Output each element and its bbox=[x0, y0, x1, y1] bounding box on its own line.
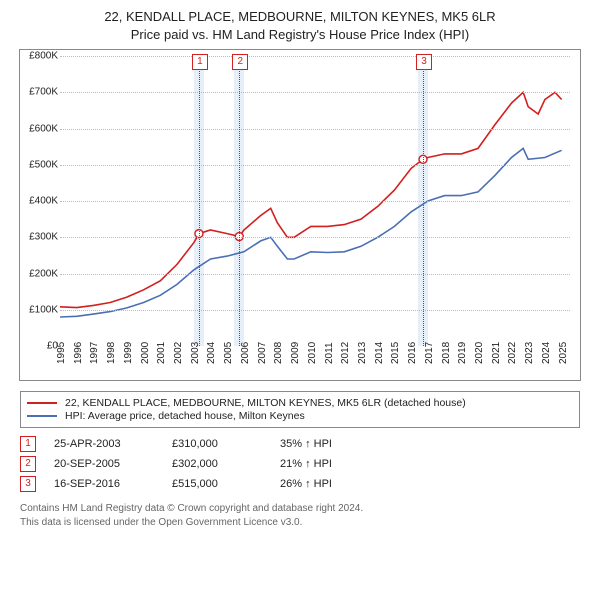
sale-marker: 1 bbox=[192, 54, 208, 70]
legend-swatch bbox=[27, 402, 57, 404]
title-line-2: Price paid vs. HM Land Registry's House … bbox=[10, 26, 590, 44]
legend-label: HPI: Average price, detached house, Milt… bbox=[65, 410, 305, 422]
event-marker: 2 bbox=[20, 456, 36, 472]
x-axis-label: 2000 bbox=[140, 342, 151, 364]
x-axis-label: 2002 bbox=[173, 342, 184, 364]
sale-vline bbox=[239, 56, 240, 346]
y-axis-label: £0 bbox=[20, 341, 58, 352]
x-axis-label: 2017 bbox=[424, 342, 435, 364]
footnote-line-1: Contains HM Land Registry data © Crown c… bbox=[20, 502, 580, 516]
x-axis-label: 2016 bbox=[407, 342, 418, 364]
event-marker: 1 bbox=[20, 436, 36, 452]
y-axis-label: £600K bbox=[20, 123, 58, 134]
y-axis-label: £200K bbox=[20, 268, 58, 279]
x-axis-label: 2021 bbox=[491, 342, 502, 364]
x-axis-label: 2003 bbox=[190, 342, 201, 364]
x-axis-label: 2022 bbox=[507, 342, 518, 364]
event-delta: 21% ↑ HPI bbox=[280, 458, 332, 470]
event-delta: 35% ↑ HPI bbox=[280, 438, 332, 450]
chart-container: 22, KENDALL PLACE, MEDBOURNE, MILTON KEY… bbox=[0, 0, 600, 590]
event-row: 1 25-APR-2003 £310,000 35% ↑ HPI bbox=[20, 436, 580, 452]
series-hpi bbox=[60, 148, 562, 317]
x-axis-label: 2001 bbox=[156, 342, 167, 364]
x-axis-label: 2005 bbox=[223, 342, 234, 364]
sale-marker: 2 bbox=[232, 54, 248, 70]
gridline bbox=[60, 129, 570, 130]
x-axis-label: 2008 bbox=[273, 342, 284, 364]
series-property bbox=[60, 92, 562, 307]
x-axis-label: 2013 bbox=[357, 342, 368, 364]
gridline bbox=[60, 92, 570, 93]
x-axis-label: 2020 bbox=[474, 342, 485, 364]
event-date: 20-SEP-2005 bbox=[54, 458, 154, 470]
x-axis-label: 2015 bbox=[390, 342, 401, 364]
y-axis-label: £800K bbox=[20, 51, 58, 62]
x-axis-label: 2004 bbox=[206, 342, 217, 364]
event-row: 3 16-SEP-2016 £515,000 26% ↑ HPI bbox=[20, 476, 580, 492]
x-axis-label: 1996 bbox=[73, 342, 84, 364]
gridline bbox=[60, 56, 570, 57]
legend: 22, KENDALL PLACE, MEDBOURNE, MILTON KEY… bbox=[20, 391, 580, 428]
event-date: 16-SEP-2016 bbox=[54, 478, 154, 490]
x-axis-label: 2014 bbox=[374, 342, 385, 364]
y-axis-label: £700K bbox=[20, 87, 58, 98]
sale-marker: 3 bbox=[416, 54, 432, 70]
x-axis-label: 2019 bbox=[457, 342, 468, 364]
gridline bbox=[60, 310, 570, 311]
chart-frame: £0 £100K £200K £300K £400K £500K £600K £700K £80… bbox=[19, 49, 581, 381]
plot-area: £0£100K£200K£300K£400K£500K£600K£700K£80… bbox=[60, 56, 570, 346]
x-axis-label: 2023 bbox=[524, 342, 535, 364]
x-axis-label: 2025 bbox=[558, 342, 569, 364]
sale-vline bbox=[199, 56, 200, 346]
x-axis-label: 2007 bbox=[257, 342, 268, 364]
y-axis-label: £400K bbox=[20, 196, 58, 207]
event-row: 2 20-SEP-2005 £302,000 21% ↑ HPI bbox=[20, 456, 580, 472]
gridline bbox=[60, 274, 570, 275]
x-axis-label: 1997 bbox=[89, 342, 100, 364]
event-price: £310,000 bbox=[172, 438, 262, 450]
gridline bbox=[60, 237, 570, 238]
title-line-1: 22, KENDALL PLACE, MEDBOURNE, MILTON KEY… bbox=[10, 8, 590, 26]
sale-vline bbox=[423, 56, 424, 346]
legend-label: 22, KENDALL PLACE, MEDBOURNE, MILTON KEY… bbox=[65, 397, 466, 409]
x-axis-label: 2012 bbox=[340, 342, 351, 364]
event-date: 25-APR-2003 bbox=[54, 438, 154, 450]
legend-row: 22, KENDALL PLACE, MEDBOURNE, MILTON KEY… bbox=[27, 397, 573, 409]
x-axis-label: 2010 bbox=[307, 342, 318, 364]
event-price: £515,000 bbox=[172, 478, 262, 490]
legend-swatch bbox=[27, 415, 57, 417]
x-axis-label: 2011 bbox=[324, 343, 335, 365]
x-axis-label: 2009 bbox=[290, 342, 301, 364]
footnote: Contains HM Land Registry data © Crown c… bbox=[20, 502, 580, 529]
x-axis-label: 2018 bbox=[441, 342, 452, 364]
x-axis-label: 1999 bbox=[123, 342, 134, 364]
x-axis-label: 1998 bbox=[106, 342, 117, 364]
footnote-line-2: This data is licensed under the Open Gov… bbox=[20, 516, 580, 530]
gridline bbox=[60, 165, 570, 166]
chart-title: 22, KENDALL PLACE, MEDBOURNE, MILTON KEY… bbox=[10, 8, 590, 43]
x-axis: 1995199619971998199920002001200220032004… bbox=[60, 350, 570, 380]
x-axis-label: 1995 bbox=[56, 342, 67, 364]
event-marker: 3 bbox=[20, 476, 36, 492]
event-price: £302,000 bbox=[172, 458, 262, 470]
legend-row: HPI: Average price, detached house, Milt… bbox=[27, 410, 573, 422]
y-axis-label: £300K bbox=[20, 232, 58, 243]
event-delta: 26% ↑ HPI bbox=[280, 478, 332, 490]
x-axis-label: 2024 bbox=[541, 342, 552, 364]
x-axis-label: 2006 bbox=[240, 342, 251, 364]
sale-events-table: 1 25-APR-2003 £310,000 35% ↑ HPI 2 20-SEP-200… bbox=[20, 436, 580, 492]
gridline bbox=[60, 201, 570, 202]
y-axis-label: £100K bbox=[20, 304, 58, 315]
y-axis-label: £500K bbox=[20, 159, 58, 170]
